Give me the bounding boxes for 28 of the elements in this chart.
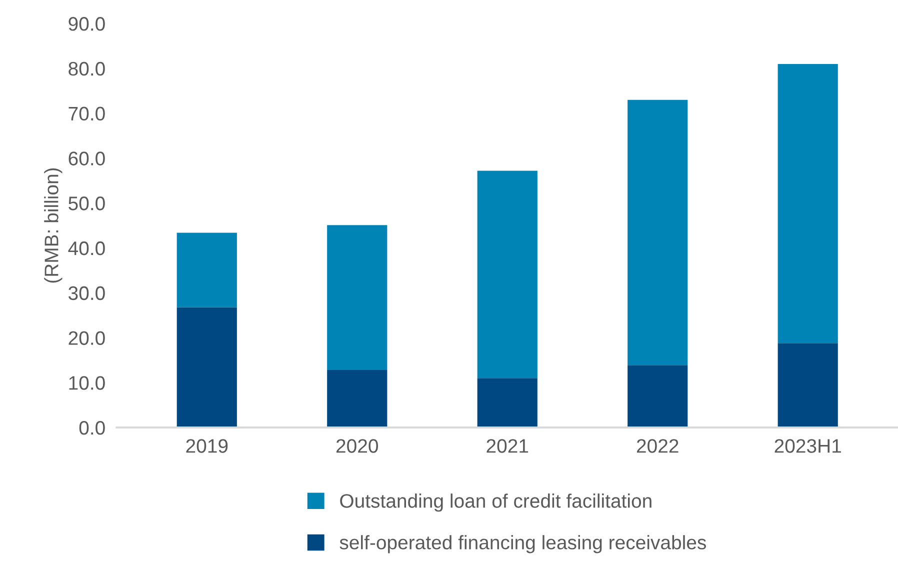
bar [477,378,538,428]
bar [327,370,388,428]
bar [176,232,237,308]
y-tick-label: 50.0 [68,196,105,210]
bar [628,100,688,366]
bar [778,64,838,344]
bar [327,225,388,370]
y-tick-label: 30.0 [68,286,105,300]
x-tick-label: 2019 [186,439,228,453]
bar [778,343,838,428]
y-axis-title: (RMB: billion) [44,168,62,283]
y-tick-label: 10.0 [69,376,105,390]
x-tick-label: 2022 [636,439,678,453]
bar [176,307,237,428]
x-tick-label: 2023H1 [774,439,841,453]
x-tick-label: 2020 [336,439,378,453]
y-tick-label: 70.0 [68,106,105,121]
bar [477,170,538,378]
y-tick-label: 40.0 [68,241,105,256]
y-tick-label: 80.0 [68,62,105,76]
y-tick-label: 90.0 [68,17,105,31]
y-tick-label: 20.0 [68,331,105,345]
bar [628,365,688,428]
y-tick-label: 0.0 [79,420,105,435]
y-tick-label: 60.0 [68,152,105,166]
legend-label: self-operated financing leasing receivables [340,535,706,554]
x-tick-label: 2021 [486,439,528,453]
legend-label: Outstanding loan of credit facilitation [340,494,652,512]
